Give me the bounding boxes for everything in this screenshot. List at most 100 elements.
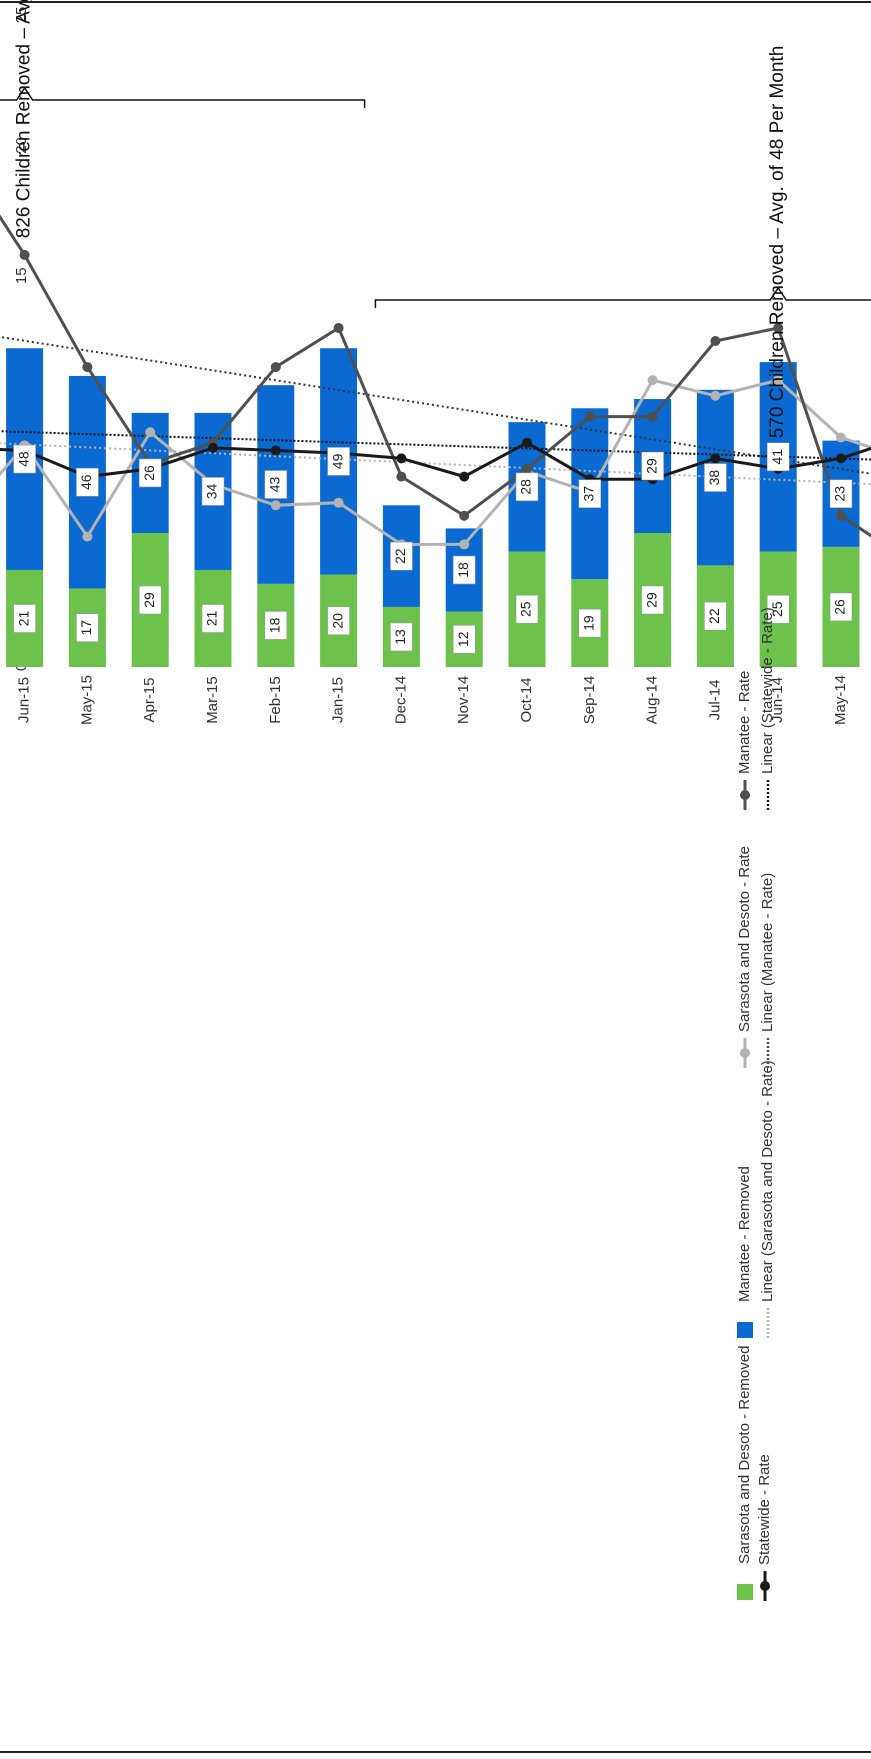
rate-point [710, 390, 721, 401]
rate-point [19, 249, 30, 260]
category-label: Aug-14 [644, 676, 661, 724]
rate-point [647, 375, 658, 386]
data-label: 37 [581, 486, 597, 502]
data-label-box [264, 470, 288, 499]
data-label-box [578, 479, 602, 509]
rate-point [333, 322, 344, 333]
data-label: 17 [78, 620, 94, 636]
data-label: 18 [267, 617, 283, 633]
bracket [0, 86, 366, 108]
rate-line [0, 440, 871, 481]
category-label: Sep-14 [581, 676, 598, 724]
data-label: 13 [392, 629, 408, 645]
data-label: 41 [769, 449, 785, 465]
data-label: 26 [832, 599, 848, 615]
data-label: 23 [832, 486, 848, 502]
rate-point [270, 500, 281, 511]
data-label-box [704, 601, 727, 631]
data-label: 25 [518, 601, 534, 617]
data-label-box [515, 594, 539, 624]
right-axis-tick-label: 25 [13, 7, 30, 24]
data-label: 26 [141, 465, 157, 481]
data-label-box [390, 541, 413, 571]
right-axis-tick-label: 15 [13, 267, 30, 284]
rate-point [396, 471, 407, 482]
legend-swatch [737, 1584, 753, 1600]
category-label: Jun-14 [769, 677, 786, 723]
data-label: 22 [392, 548, 408, 564]
data-label: 29 [643, 458, 659, 474]
category-label: Feb-15 [267, 676, 284, 724]
data-label: 38 [706, 470, 722, 486]
rate-point [836, 432, 846, 443]
data-label-box [766, 594, 790, 624]
legend-swatch [737, 1322, 753, 1338]
rate-point [836, 510, 846, 521]
legend-label: Linear (Sarasota and Desoto - Rate) [759, 1060, 776, 1302]
category-label: Nov-14 [455, 676, 472, 724]
data-label-box [641, 585, 664, 615]
legend-label: Manatee - Removed [736, 1166, 753, 1302]
rate-point [522, 463, 532, 474]
rate-point [836, 453, 846, 464]
rate-point [459, 510, 470, 521]
data-label: 25 [769, 601, 785, 617]
legend-label: Linear (Statewide - Rate) [759, 607, 776, 774]
bracket-label: 826 Children Removed – Avg. of 68 Per Mo… [14, 0, 35, 238]
bracket-label: 570 Children Removed – Avg. of 48 Per Mo… [767, 46, 788, 439]
data-label-box [578, 608, 602, 638]
data-label-box [13, 444, 36, 474]
category-label: Jan-15 [330, 677, 347, 723]
data-label-box [766, 442, 790, 472]
category-label: May-15 [78, 675, 95, 725]
data-label-box [201, 477, 225, 506]
trendline [0, 335, 871, 475]
data-label-box [76, 613, 99, 643]
data-label: 20 [329, 613, 345, 629]
legend-label: Sarasota and Desoto - Removed [736, 1346, 753, 1564]
rate-point [647, 411, 658, 422]
data-label-box [201, 604, 225, 633]
category-label: May-14 [832, 675, 849, 725]
right-axis-tick-label: 20 [13, 137, 30, 154]
rate-line [0, 214, 871, 538]
rate-point [270, 362, 281, 373]
rate-point [333, 497, 344, 508]
legend-label: Sarasota and Desoto - Rate [736, 846, 753, 1032]
legend-label: Statewide - Rate [756, 1454, 773, 1565]
data-label-box [829, 479, 853, 509]
rate-point [459, 471, 470, 482]
rate-point [82, 362, 93, 373]
legend-label: Linear (Manatee - Rate) [759, 873, 776, 1032]
data-label: 21 [204, 610, 220, 626]
data-label: 12 [455, 631, 471, 647]
data-label: 21 [15, 610, 31, 626]
rate-point [270, 445, 281, 456]
bracket [374, 286, 871, 308]
data-label-box [704, 463, 727, 492]
rate-point [396, 453, 407, 464]
data-label-box [138, 458, 162, 488]
data-label-box [13, 604, 36, 633]
legend-swatch [740, 1048, 750, 1058]
category-label: Jun-15 [16, 677, 33, 723]
rate-point [82, 531, 93, 542]
data-label-box [327, 606, 350, 636]
data-label: 29 [141, 592, 157, 608]
rate-point [208, 442, 218, 453]
rate-point [522, 437, 532, 448]
data-label-box [452, 555, 476, 585]
data-label-box [264, 611, 288, 640]
data-label: 49 [329, 453, 345, 469]
rate-point [710, 336, 721, 346]
data-label: 22 [706, 608, 722, 624]
data-label-box [515, 472, 539, 502]
data-label: 46 [78, 474, 94, 490]
rate-point [710, 453, 721, 464]
legend-swatch [740, 790, 750, 800]
data-label: 43 [267, 477, 283, 493]
data-label-box [452, 624, 476, 654]
rate-point [584, 411, 595, 422]
data-label-box [390, 622, 413, 652]
